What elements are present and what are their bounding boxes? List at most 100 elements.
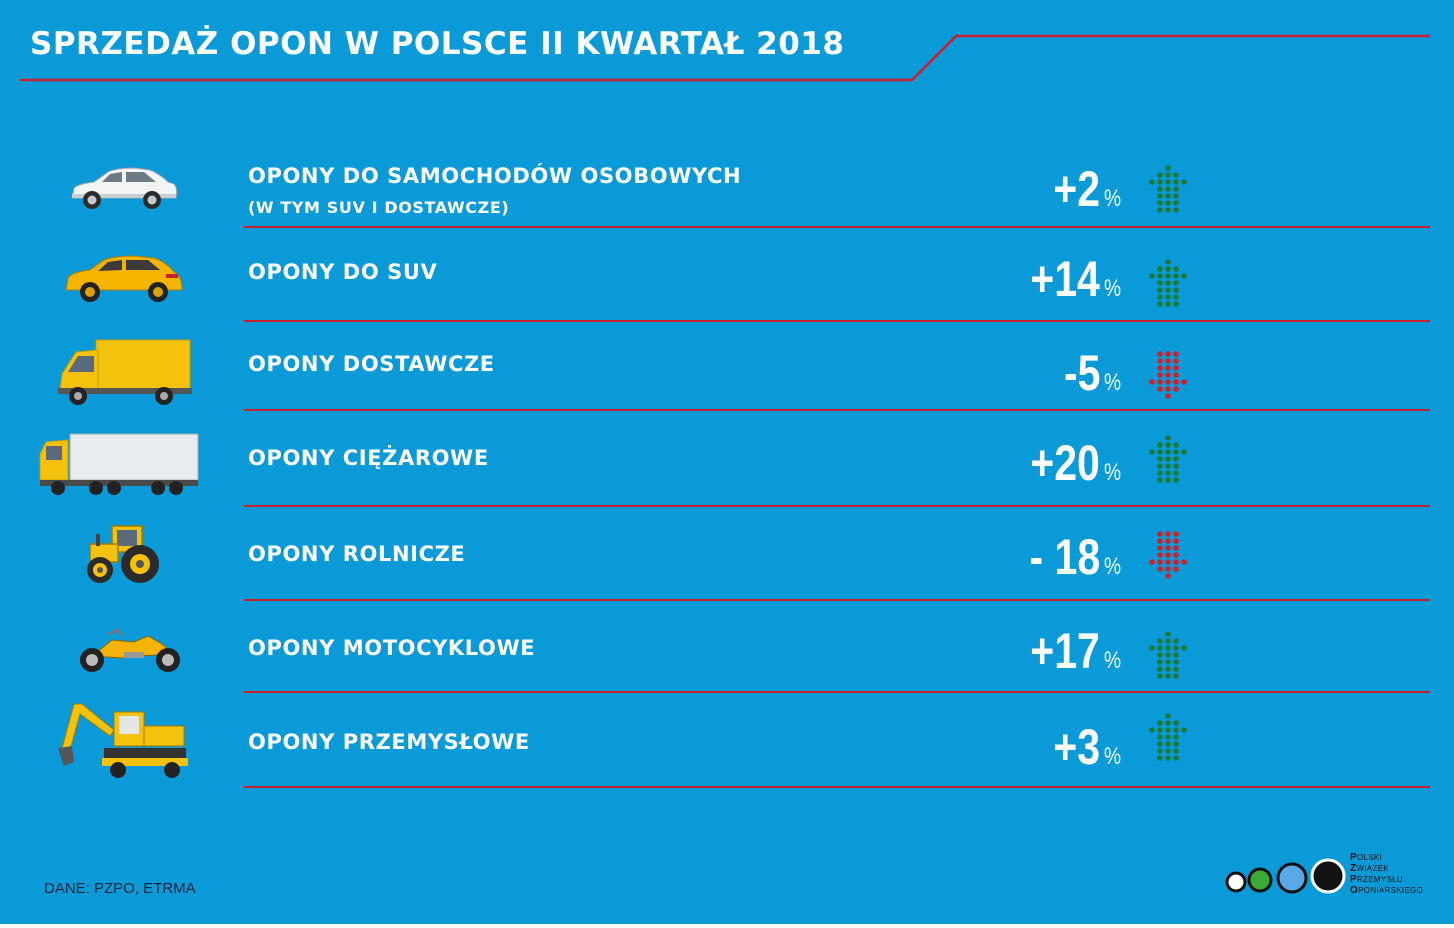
arrow-dot [1173,734,1179,740]
percent-sign: % [1104,369,1122,396]
arrow-dot [1165,538,1171,544]
arrow-dot [1165,442,1171,448]
arrow-dot [1165,755,1171,761]
arrow-dot [1173,456,1179,462]
arrow-dot [1157,545,1163,551]
row-truck: OPONY CIĘŻAROWE +20 % [0,430,1454,508]
arrow-dot [1149,449,1155,455]
arrow-dot [1157,734,1163,740]
arrow-dot [1165,179,1171,185]
arrow-dot [1157,559,1163,565]
arrow-dot [1157,301,1163,307]
arrow-dot [1149,273,1155,279]
change-value: -5 [1063,345,1100,401]
arrow-dot [1173,186,1179,192]
arrow-dot [1173,720,1179,726]
row-divider [244,320,1430,322]
arrow-dot [1165,386,1171,392]
arrow-dot [1165,186,1171,192]
arrow-dot [1157,266,1163,272]
arrow-dot [1173,659,1179,665]
arrow-dot [1173,559,1179,565]
arrow-dot [1157,552,1163,558]
row-delivery-van: OPONY DOSTAWCZE -5 % [0,338,1454,414]
page-title: SPRZEDAŻ OPON W POLSCE II KWARTAŁ 2018 [30,26,845,62]
arrow-dot [1173,748,1179,754]
change-value: - 18 [1029,529,1100,585]
arrow-dot [1165,720,1171,726]
arrow-dot [1173,638,1179,644]
arrow-dot [1173,287,1179,293]
arrow-dot [1173,273,1179,279]
arrow-dot [1173,266,1179,272]
arrow-dot [1173,470,1179,476]
arrow-dot [1157,673,1163,679]
change-value: +14 [1030,251,1100,307]
row-label: OPONY DO SUV [248,260,438,284]
arrow-dot [1157,172,1163,178]
arrow-dot [1157,193,1163,199]
arrow-dot [1157,442,1163,448]
excavator-icon [58,703,188,778]
arrow-dot [1165,266,1171,272]
arrow-dot [1157,351,1163,357]
arrow-dot [1181,179,1187,185]
arrow-dot [1165,645,1171,651]
arrow-dot [1165,741,1171,747]
increase-arrow-icon [1149,165,1187,213]
arrow-dot [1173,200,1179,206]
arrow-dot [1181,379,1187,385]
arrow-dot [1157,179,1163,185]
percent-sign: % [1104,185,1122,212]
change-value: +3 [1053,719,1100,775]
arrow-dot [1149,379,1155,385]
row-divider [244,409,1430,411]
row-divider [244,786,1430,788]
arrow-dot [1165,301,1171,307]
arrow-dot [1157,659,1163,665]
arrow-dot [1165,463,1171,469]
percent-sign: % [1104,459,1122,486]
arrow-dot [1157,566,1163,572]
arrow-dot [1165,200,1171,206]
arrow-dot [1165,449,1171,455]
arrow-dot [1173,538,1179,544]
arrow-dot [1181,559,1187,565]
row-sublabel: (W TYM SUV I DOSTAWCZE) [248,198,510,217]
arrow-dot [1165,734,1171,740]
arrow-dot [1165,470,1171,476]
arrow-dot [1173,449,1179,455]
increase-arrow-icon [1149,631,1187,679]
arrow-dot [1173,301,1179,307]
arrow-dot [1165,673,1171,679]
truck-icon [39,433,199,495]
arrow-dot [1157,456,1163,462]
arrow-dot [1157,280,1163,286]
arrow-dot [1157,287,1163,293]
arrow-dot [1157,755,1163,761]
arrow-dot [1165,713,1171,719]
arrow-dot [1181,273,1187,279]
arrow-dot [1149,727,1155,733]
arrow-dot [1165,351,1171,357]
row-label: OPONY DOSTAWCZE [248,352,495,376]
change-value: +17 [1030,623,1100,679]
arrow-dot [1157,741,1163,747]
arrow-dot [1157,449,1163,455]
change-value: +20 [1030,435,1100,491]
arrow-dot [1181,449,1187,455]
arrow-dot [1157,748,1163,754]
arrow-dot [1165,456,1171,462]
percent-sign: % [1104,275,1122,302]
suv-icon [65,255,183,302]
arrow-dot [1157,720,1163,726]
row-divider [244,505,1430,507]
arrow-dot [1173,566,1179,572]
change-value: +2 [1053,161,1100,217]
arrow-dot [1173,545,1179,551]
arrow-dot [1173,477,1179,483]
arrow-dot [1173,193,1179,199]
title-underline [20,34,1430,82]
arrow-dot [1165,372,1171,378]
